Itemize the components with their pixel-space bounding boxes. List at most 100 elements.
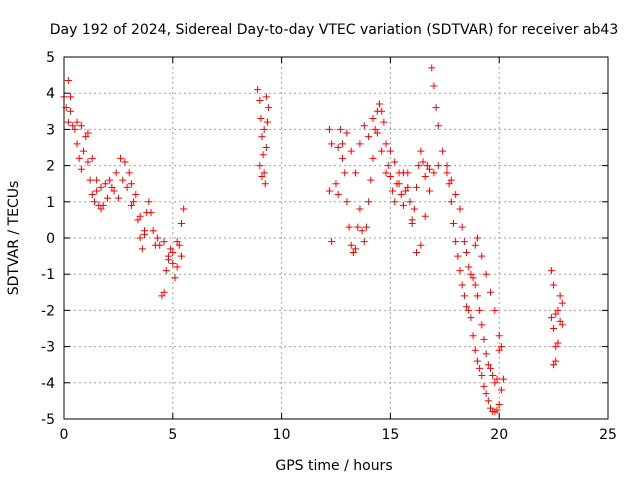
data-point: [121, 158, 129, 166]
data-point: [391, 158, 399, 166]
data-point: [123, 183, 131, 191]
x-tick-label: 0: [60, 427, 69, 443]
data-point: [378, 147, 386, 155]
data-point: [478, 372, 486, 380]
data-point: [97, 183, 105, 191]
data-point: [130, 198, 138, 206]
data-point: [391, 198, 399, 206]
data-point: [552, 310, 560, 318]
data-point: [356, 140, 364, 148]
data-point: [97, 205, 105, 213]
data-point: [471, 241, 479, 249]
data-point: [445, 180, 453, 188]
data-point: [160, 238, 168, 246]
y-tick-label: 0: [46, 231, 55, 247]
data-point: [358, 227, 366, 235]
data-point: [80, 147, 88, 155]
data-point: [108, 183, 116, 191]
data-point: [82, 133, 90, 141]
data-point: [347, 147, 355, 155]
data-point: [114, 194, 122, 202]
data-point: [495, 401, 503, 409]
data-point: [352, 169, 360, 177]
data-point: [376, 100, 384, 108]
data-point: [482, 270, 490, 278]
data-point: [328, 140, 336, 148]
data-point: [334, 144, 342, 151]
data-point: [110, 187, 118, 195]
data-point: [556, 292, 564, 300]
data-point: [432, 104, 440, 112]
data-point: [156, 241, 164, 249]
x-tick-label: 10: [273, 427, 291, 443]
x-axis-label: GPS time / hours: [275, 458, 392, 474]
data-point: [262, 93, 270, 101]
data-point: [395, 180, 403, 188]
data-point: [106, 176, 114, 184]
data-point: [469, 332, 477, 340]
data-point: [173, 263, 181, 271]
data-point: [456, 267, 464, 275]
data-points: [60, 64, 566, 416]
data-point: [93, 176, 101, 184]
data-point: [430, 169, 438, 177]
data-point: [386, 147, 394, 155]
data-point: [88, 154, 96, 162]
data-point: [497, 386, 505, 394]
data-point: [382, 140, 390, 148]
data-point: [169, 259, 177, 267]
data-point: [373, 129, 381, 137]
data-point: [467, 314, 475, 322]
data-point: [332, 180, 340, 188]
grid-layer: [64, 57, 608, 419]
data-point: [138, 245, 146, 253]
data-point: [465, 263, 473, 271]
data-point: [463, 248, 471, 256]
data-point: [336, 125, 344, 133]
data-point: [99, 201, 107, 209]
data-point: [263, 118, 271, 126]
data-point: [136, 234, 144, 242]
data-point: [378, 107, 386, 115]
data-point: [554, 339, 562, 347]
data-point: [256, 162, 264, 170]
data-point: [491, 306, 499, 314]
data-point: [469, 274, 477, 282]
data-point: [178, 252, 186, 260]
data-point: [169, 248, 177, 256]
data-point: [345, 223, 353, 231]
data-point: [64, 77, 72, 85]
data-point: [325, 187, 333, 195]
x-tick-label: 15: [381, 427, 399, 443]
data-point: [486, 288, 494, 296]
data-point: [417, 241, 425, 249]
data-point: [550, 281, 558, 289]
data-point: [478, 252, 486, 260]
x-tick-label: 20: [490, 427, 508, 443]
data-point: [404, 183, 412, 191]
data-point: [547, 314, 555, 322]
data-point: [112, 169, 120, 177]
data-point: [473, 292, 481, 300]
data-point: [547, 267, 555, 275]
data-point: [482, 350, 490, 358]
data-point: [261, 180, 269, 188]
data-point: [77, 122, 85, 130]
data-point: [69, 122, 77, 130]
data-point: [384, 162, 392, 170]
data-point: [127, 180, 135, 188]
data-point: [119, 176, 127, 184]
data-point: [419, 158, 427, 166]
y-axis-label: SDTVAR / TECUs: [6, 181, 22, 296]
y-tick-label: -5: [41, 412, 55, 428]
data-point: [256, 96, 264, 104]
data-point: [426, 165, 434, 173]
data-point: [443, 162, 451, 170]
data-point: [452, 238, 460, 246]
data-point: [262, 144, 270, 151]
data-point: [164, 256, 172, 264]
data-point: [458, 223, 466, 231]
data-point: [480, 335, 488, 343]
x-tick-label: 25: [599, 427, 617, 443]
data-point: [367, 176, 375, 184]
